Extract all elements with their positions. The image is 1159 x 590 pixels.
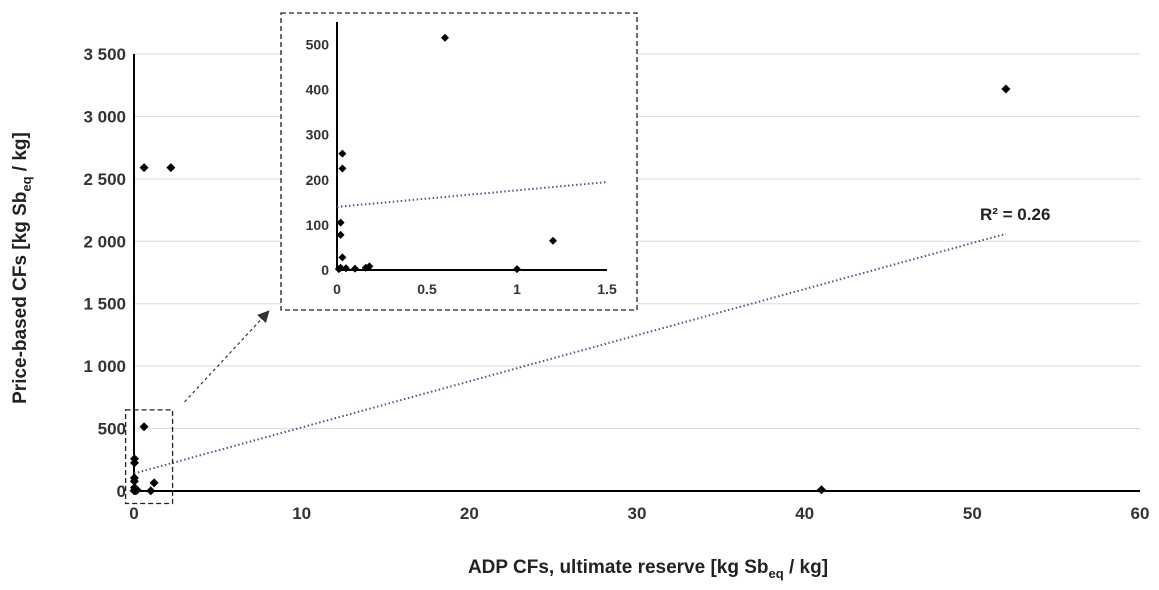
main-axes [133,54,1140,492]
data-point [132,485,142,495]
data-point [139,163,149,173]
data-point [816,485,826,495]
zoom-rectangle [124,409,174,505]
y-axis-title: Price-based CFs [kg Sbeq / kg] [10,132,34,404]
inset-data-point [351,264,359,273]
x-tick-label: 50 [963,504,982,523]
x-tick-label: 60 [1131,504,1150,523]
inset-x-tick-label: 0.5 [417,281,437,297]
inset-data-point [336,218,345,227]
x-tick-label: 30 [628,504,647,523]
y-tick-label: 500 [98,420,126,439]
y-tick-label: 2 500 [83,170,126,189]
inset-data-point [441,33,449,42]
inset-x-tick-label: 0 [333,281,341,297]
inset-frame [280,12,638,311]
x-tick-label: 40 [795,504,814,523]
main-x-tick-labels: 0 10 20 30 40 50 60 [129,504,1149,523]
inset-data-point [513,265,521,274]
data-point [129,476,139,486]
main-data-points [129,84,1011,496]
inset-y-tick-label: 500 [306,37,330,53]
zoom-region [124,310,270,505]
inset-trendline [336,181,608,208]
inset-chart: 0 100 200 300 400 500 0 0.5 1 1.5 [280,12,638,311]
inset-y-tick-label: 200 [306,172,330,188]
inset-y-tick-label: 300 [306,127,330,143]
inset-data-point [365,262,374,271]
inset-y-tick-label: 400 [306,82,330,98]
inset-data-point [342,264,350,273]
inset-y-tick-label: 100 [306,217,330,233]
main-trendline [133,232,1007,475]
inset-data-point [338,253,347,262]
data-point [130,454,140,464]
inset-x-tick-label: 1.5 [597,281,617,297]
x-axis-title: ADP CFs, ultimate reserve [kg Sbeq / kg] [468,557,828,581]
zoom-arrow [184,310,270,403]
inset-data-point [336,230,345,239]
x-tick-label: 20 [460,504,479,523]
trendline [133,232,1007,475]
data-point [139,422,149,432]
y-tick-label: 1 000 [83,357,126,376]
main-y-tick-labels: 0 500 1 000 1 500 2 000 2 500 3 000 3 500 [83,45,126,501]
x-tick-label: 0 [129,504,138,523]
x-tick-label: 10 [292,504,311,523]
data-point [146,486,156,496]
data-point [1001,84,1011,94]
inset-data-point [336,263,345,272]
inset-data-point [338,149,347,158]
y-tick-label: 1 500 [83,295,126,314]
inset-data-point [338,164,347,173]
y-tick-label: 0 [117,482,126,501]
data-point [149,478,159,488]
inset-x-tick-label: 1 [513,281,521,297]
y-tick-label: 3 500 [83,45,126,64]
y-tick-label: 3 000 [83,107,126,126]
inset-y-tick-label: 0 [321,262,329,278]
y-tick-label: 2 000 [83,232,126,251]
r-squared-annotation: R² = 0.26 [980,205,1050,224]
inset-data-point [549,236,557,245]
data-point [166,163,176,173]
